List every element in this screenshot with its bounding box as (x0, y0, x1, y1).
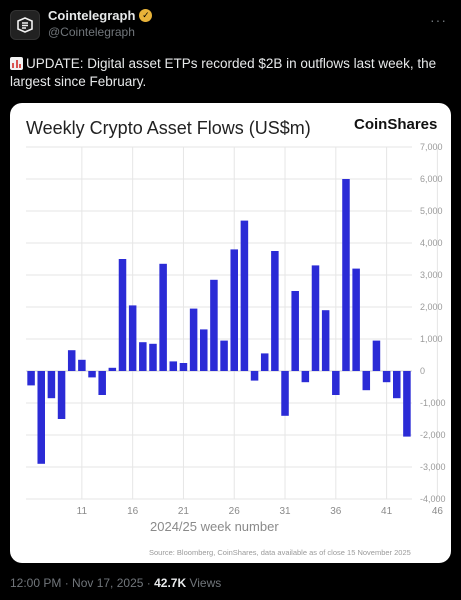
bar (67, 350, 76, 371)
y-axis: 7,000 6,000 5,000 4,000 3,000 2,000 1,000 0 -1,0… (420, 142, 446, 504)
x-tick-label: 16 (127, 506, 139, 517)
y-tick-label: 2,000 (420, 302, 443, 312)
bar (108, 367, 117, 371)
bar (118, 259, 127, 371)
cointelegraph-logo-icon (17, 17, 33, 33)
bar (98, 371, 106, 395)
x-tick-label: 46 (432, 506, 444, 517)
verified-badge-icon: ✓ (139, 9, 153, 22)
bar (47, 371, 56, 399)
flows-chart: Weekly Crypto Asset Flows (US$m) CoinSha… (26, 116, 446, 557)
chart-card[interactable]: Weekly Crypto Asset Flows (US$m) CoinSha… (10, 103, 451, 563)
tweet-header: Cointelegraph ✓ @Cointelegraph ··· (10, 8, 451, 44)
x-tick-label: 36 (330, 506, 342, 517)
tweet-footer: 12:00 PM · Nov 17, 2025 · 42.7K Views (10, 576, 221, 590)
bar (189, 308, 198, 371)
bar (332, 371, 340, 395)
x-tick-label: 31 (279, 506, 291, 517)
bar (78, 359, 86, 371)
bar (200, 329, 208, 371)
bar (149, 343, 157, 371)
avatar[interactable] (10, 10, 40, 40)
bar (260, 353, 269, 371)
y-tick-label: -3,000 (420, 462, 446, 472)
x-tick-label: 26 (229, 506, 241, 517)
bar (382, 371, 391, 383)
bar (301, 371, 310, 383)
y-tick-label: 0 (420, 366, 425, 376)
bar (311, 265, 320, 371)
bar (230, 249, 238, 371)
bar (27, 371, 35, 386)
y-tick-label: 1,000 (420, 334, 443, 344)
chart-title: Weekly Crypto Asset Flows (US$m) (26, 118, 311, 138)
views-label: Views (189, 576, 222, 590)
y-tick-label: -1,000 (420, 398, 446, 408)
y-tick-label: 5,000 (420, 206, 443, 216)
tweet-body: UPDATE: Digital asset ETPs recorded $2B … (10, 56, 437, 89)
bar (321, 310, 330, 371)
y-tick-label: -2,000 (420, 430, 446, 440)
bar (393, 371, 401, 399)
x-tick-label: 41 (381, 506, 393, 517)
chart-bars (27, 179, 411, 464)
brand-logo: CoinShares (354, 116, 437, 133)
bar (139, 342, 147, 371)
x-axis-label: 2024/25 week number (150, 519, 279, 534)
bar (342, 179, 350, 371)
bar (57, 371, 66, 419)
bar (220, 340, 228, 371)
bar (352, 268, 360, 371)
bar (250, 371, 259, 381)
handle[interactable]: @Cointelegraph (48, 25, 135, 39)
source-note: Source: Bloomberg, CoinShares, data avai… (149, 548, 411, 557)
bar (179, 363, 188, 371)
bar (362, 371, 371, 391)
bar (210, 279, 218, 371)
bar (159, 263, 167, 371)
display-name[interactable]: Cointelegraph (48, 8, 136, 23)
bar (37, 371, 45, 464)
y-tick-label: -4,000 (420, 494, 446, 504)
bar (291, 291, 299, 371)
timestamp[interactable]: 12:00 PM · Nov 17, 2025 · (10, 576, 151, 590)
author-block: Cointelegraph ✓ @Cointelegraph (48, 8, 153, 39)
y-tick-label: 3,000 (420, 270, 443, 280)
bar (240, 220, 249, 371)
more-options-icon[interactable]: ··· (430, 12, 447, 28)
bar (88, 371, 96, 378)
bar (372, 340, 381, 371)
bar (281, 371, 289, 416)
y-tick-label: 6,000 (420, 174, 443, 184)
y-tick-label: 4,000 (420, 238, 443, 248)
tweet-text: UPDATE: Digital asset ETPs recorded $2B … (10, 55, 450, 91)
x-tick-label: 11 (77, 506, 88, 517)
bar (271, 251, 279, 371)
y-tick-label: 7,000 (420, 142, 443, 152)
chart-emoji-icon (10, 57, 23, 70)
bar (128, 305, 137, 371)
x-tick-label: 21 (178, 506, 190, 517)
x-axis: 11 16 21 26 31 36 41 46 (77, 506, 444, 517)
views-count: 42.7K (154, 576, 187, 590)
bar (403, 371, 411, 437)
bar (169, 361, 178, 371)
